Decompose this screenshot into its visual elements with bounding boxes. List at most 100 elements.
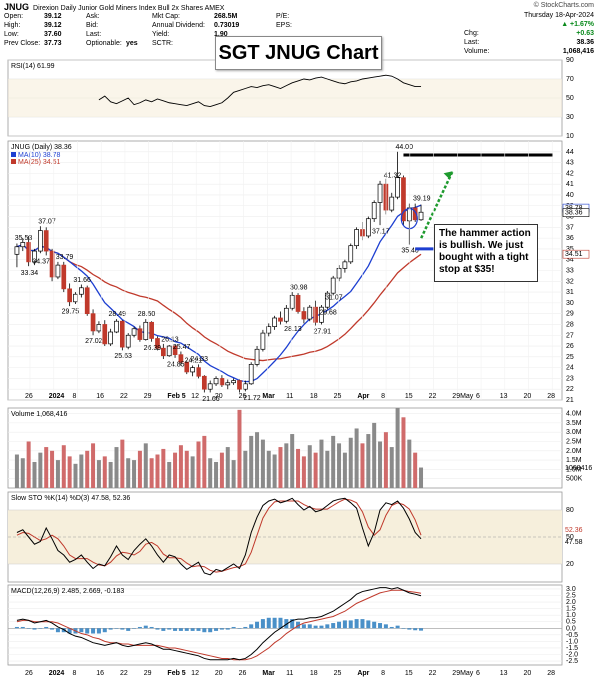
candle-body [196,367,201,377]
volume-bar [389,447,394,488]
volume-bar [419,467,424,488]
bottom-x-label: Mar [262,670,275,677]
bottom-x-label: 15 [405,670,413,677]
quote-mid-row: Optionable: yes [86,40,138,47]
volume-bar [290,434,295,488]
candle-body [248,364,254,385]
macd-histogram-bar [61,628,66,633]
bottom-x-label: 13 [500,670,508,677]
price-point-label: 37.07 [38,219,56,226]
stoch-tick-label: 20 [566,561,574,568]
price-point-label: 35.53 [15,235,33,242]
candle-body [149,321,154,339]
volume-bar [67,456,72,488]
bottom-x-label: 20 [524,670,532,677]
macd-histogram-bar [307,624,312,629]
macd-histogram-bar [407,628,412,630]
candle-body [283,307,289,322]
candle-body [231,380,236,384]
candle-body [342,261,348,269]
price-x-label: 26 [239,393,247,400]
candle-body [14,246,20,255]
macd-tick-label: 3.0 [566,586,576,593]
volume-bar [313,452,318,488]
bottom-x-label: Apr [357,670,369,677]
candle-body [365,218,371,237]
stoch-value-tag: 47.58 [565,539,583,546]
price-point-label: 26.13 [161,337,179,344]
volume-bar [378,441,383,488]
volume-bar [102,456,107,488]
macd-histogram-bar [108,628,113,630]
volume-tick-label: 1.5M [566,457,582,464]
volume-tick-label: 1.0M [566,466,582,473]
price-x-label: 26 [25,393,33,400]
candle-body [114,320,119,333]
price-x-label: 29 [144,393,152,400]
price-point-label: 25.47 [173,344,191,351]
volume-bar [401,417,406,488]
candle-body [190,367,195,373]
candle-body [237,380,242,390]
price-point-label: 24.21 [185,357,203,364]
candle-body [225,382,231,386]
volume-bar [173,452,178,488]
volume-bar [184,450,189,488]
ma25-legend-swatch [11,159,16,164]
volume-bar [149,458,154,488]
macd-histogram-bar [389,626,394,629]
price-point-label: 39.19 [413,196,431,203]
candle-body [38,230,43,252]
quote-mid2-row: Annual Dividend: 0.73019 [152,22,240,29]
macd-histogram-bar [342,620,347,629]
candle-body [137,328,143,340]
macd-histogram-bar [184,628,189,631]
price-x-label: Feb 5 [167,393,185,400]
candle-body [266,326,272,334]
volume-tick-label: 3.5M [566,420,582,427]
volume-bar [50,450,55,488]
volume-bar [137,450,142,488]
candle-body [307,306,313,320]
volume-bar [155,454,160,488]
price-tick-label: 25 [566,354,574,361]
bottom-x-label: 29May [452,670,474,677]
price-tick-label: 31 [566,289,574,296]
quote-header: JNUG Direxion Daily Junior Gold Miners In… [0,0,600,58]
macd-histogram-bar [178,628,183,631]
quote-right-row: ▲ +1.67% [561,21,594,28]
quote-left-row: Prev Close: 37.73 [4,40,62,47]
volume-bar [44,447,49,488]
volume-bar [383,432,388,488]
macd-histogram-bar [278,617,283,629]
volume-bar [301,456,306,488]
volume-tick-label: 4.0M [566,411,582,418]
quote-right-row: Volume: 1,068,416 [464,48,594,55]
candle-body [348,245,354,263]
quote-left-row: High: 39.12 [4,22,62,29]
volume-bar [14,454,19,488]
bottom-x-label: 8 [72,670,76,677]
price-tick-label: 29 [566,311,574,318]
quote-left-row: Open: 39.12 [4,13,62,20]
macd-histogram-bar [202,628,207,633]
price-value-tag-text: 38.36 [565,210,583,217]
volume-bar [307,445,312,488]
price-point-label: 25.63 [114,353,132,360]
volume-bar [360,443,365,488]
quote-mid3-row: P/E: [276,13,290,20]
volume-bar [255,432,260,488]
price-point-label: 26.39 [144,345,162,352]
volume-bar [372,422,377,488]
macd-histogram-bar [126,628,131,631]
rsi-tick-label: 90 [566,57,574,64]
price-x-label: 20 [215,393,223,400]
macd-histogram-bar [237,628,242,629]
price-tick-label: 28 [566,321,574,328]
symbol-description: Direxion Daily Junior Gold Miners Index … [33,5,225,12]
price-x-label: 29May [452,393,474,400]
macd-tick-label: -0.5 [566,632,578,639]
candle-body [84,287,90,315]
price-x-label: 8 [72,393,76,400]
volume-bar [243,450,248,488]
